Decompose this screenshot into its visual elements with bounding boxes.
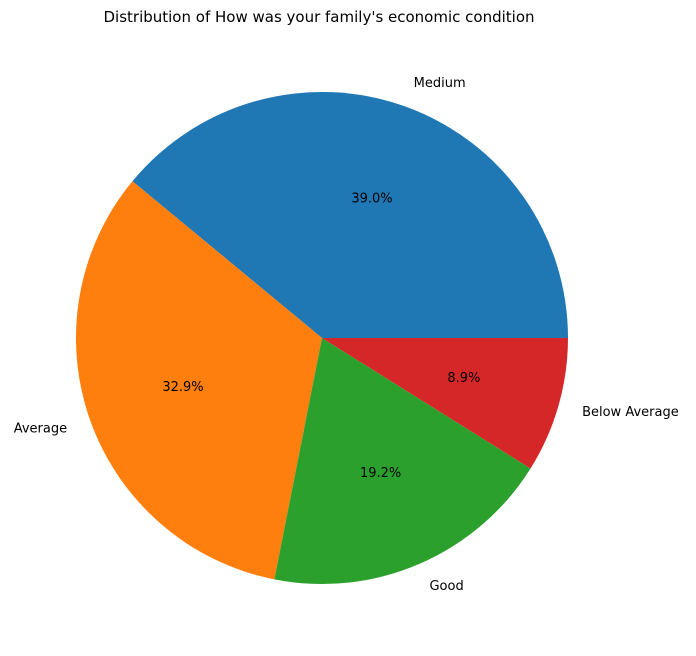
pie-slice-below-average bbox=[322, 338, 568, 469]
percent-label-medium: 39.0% bbox=[351, 192, 392, 207]
pie-slice-medium bbox=[132, 91, 568, 339]
percent-label-average: 32.9% bbox=[162, 380, 203, 395]
pie-slices bbox=[75, 91, 568, 585]
slice-label-below-average: Below Average bbox=[582, 405, 679, 420]
pie-slice-average bbox=[75, 181, 322, 580]
percent-label-good: 19.2% bbox=[360, 466, 401, 481]
pie-slice-labels: Medium Average Good Below Average bbox=[14, 76, 679, 594]
slice-label-medium: Medium bbox=[414, 76, 466, 91]
percent-label-below-average: 8.9% bbox=[447, 371, 480, 386]
slice-label-average: Average bbox=[14, 421, 67, 436]
chart-title: Distribution of How was your family's ec… bbox=[103, 8, 534, 26]
pie-slice-good bbox=[274, 338, 531, 585]
pie-percent-labels: 39.0% 32.9% 19.2% 8.9% bbox=[162, 192, 480, 481]
slice-label-good: Good bbox=[429, 579, 463, 594]
